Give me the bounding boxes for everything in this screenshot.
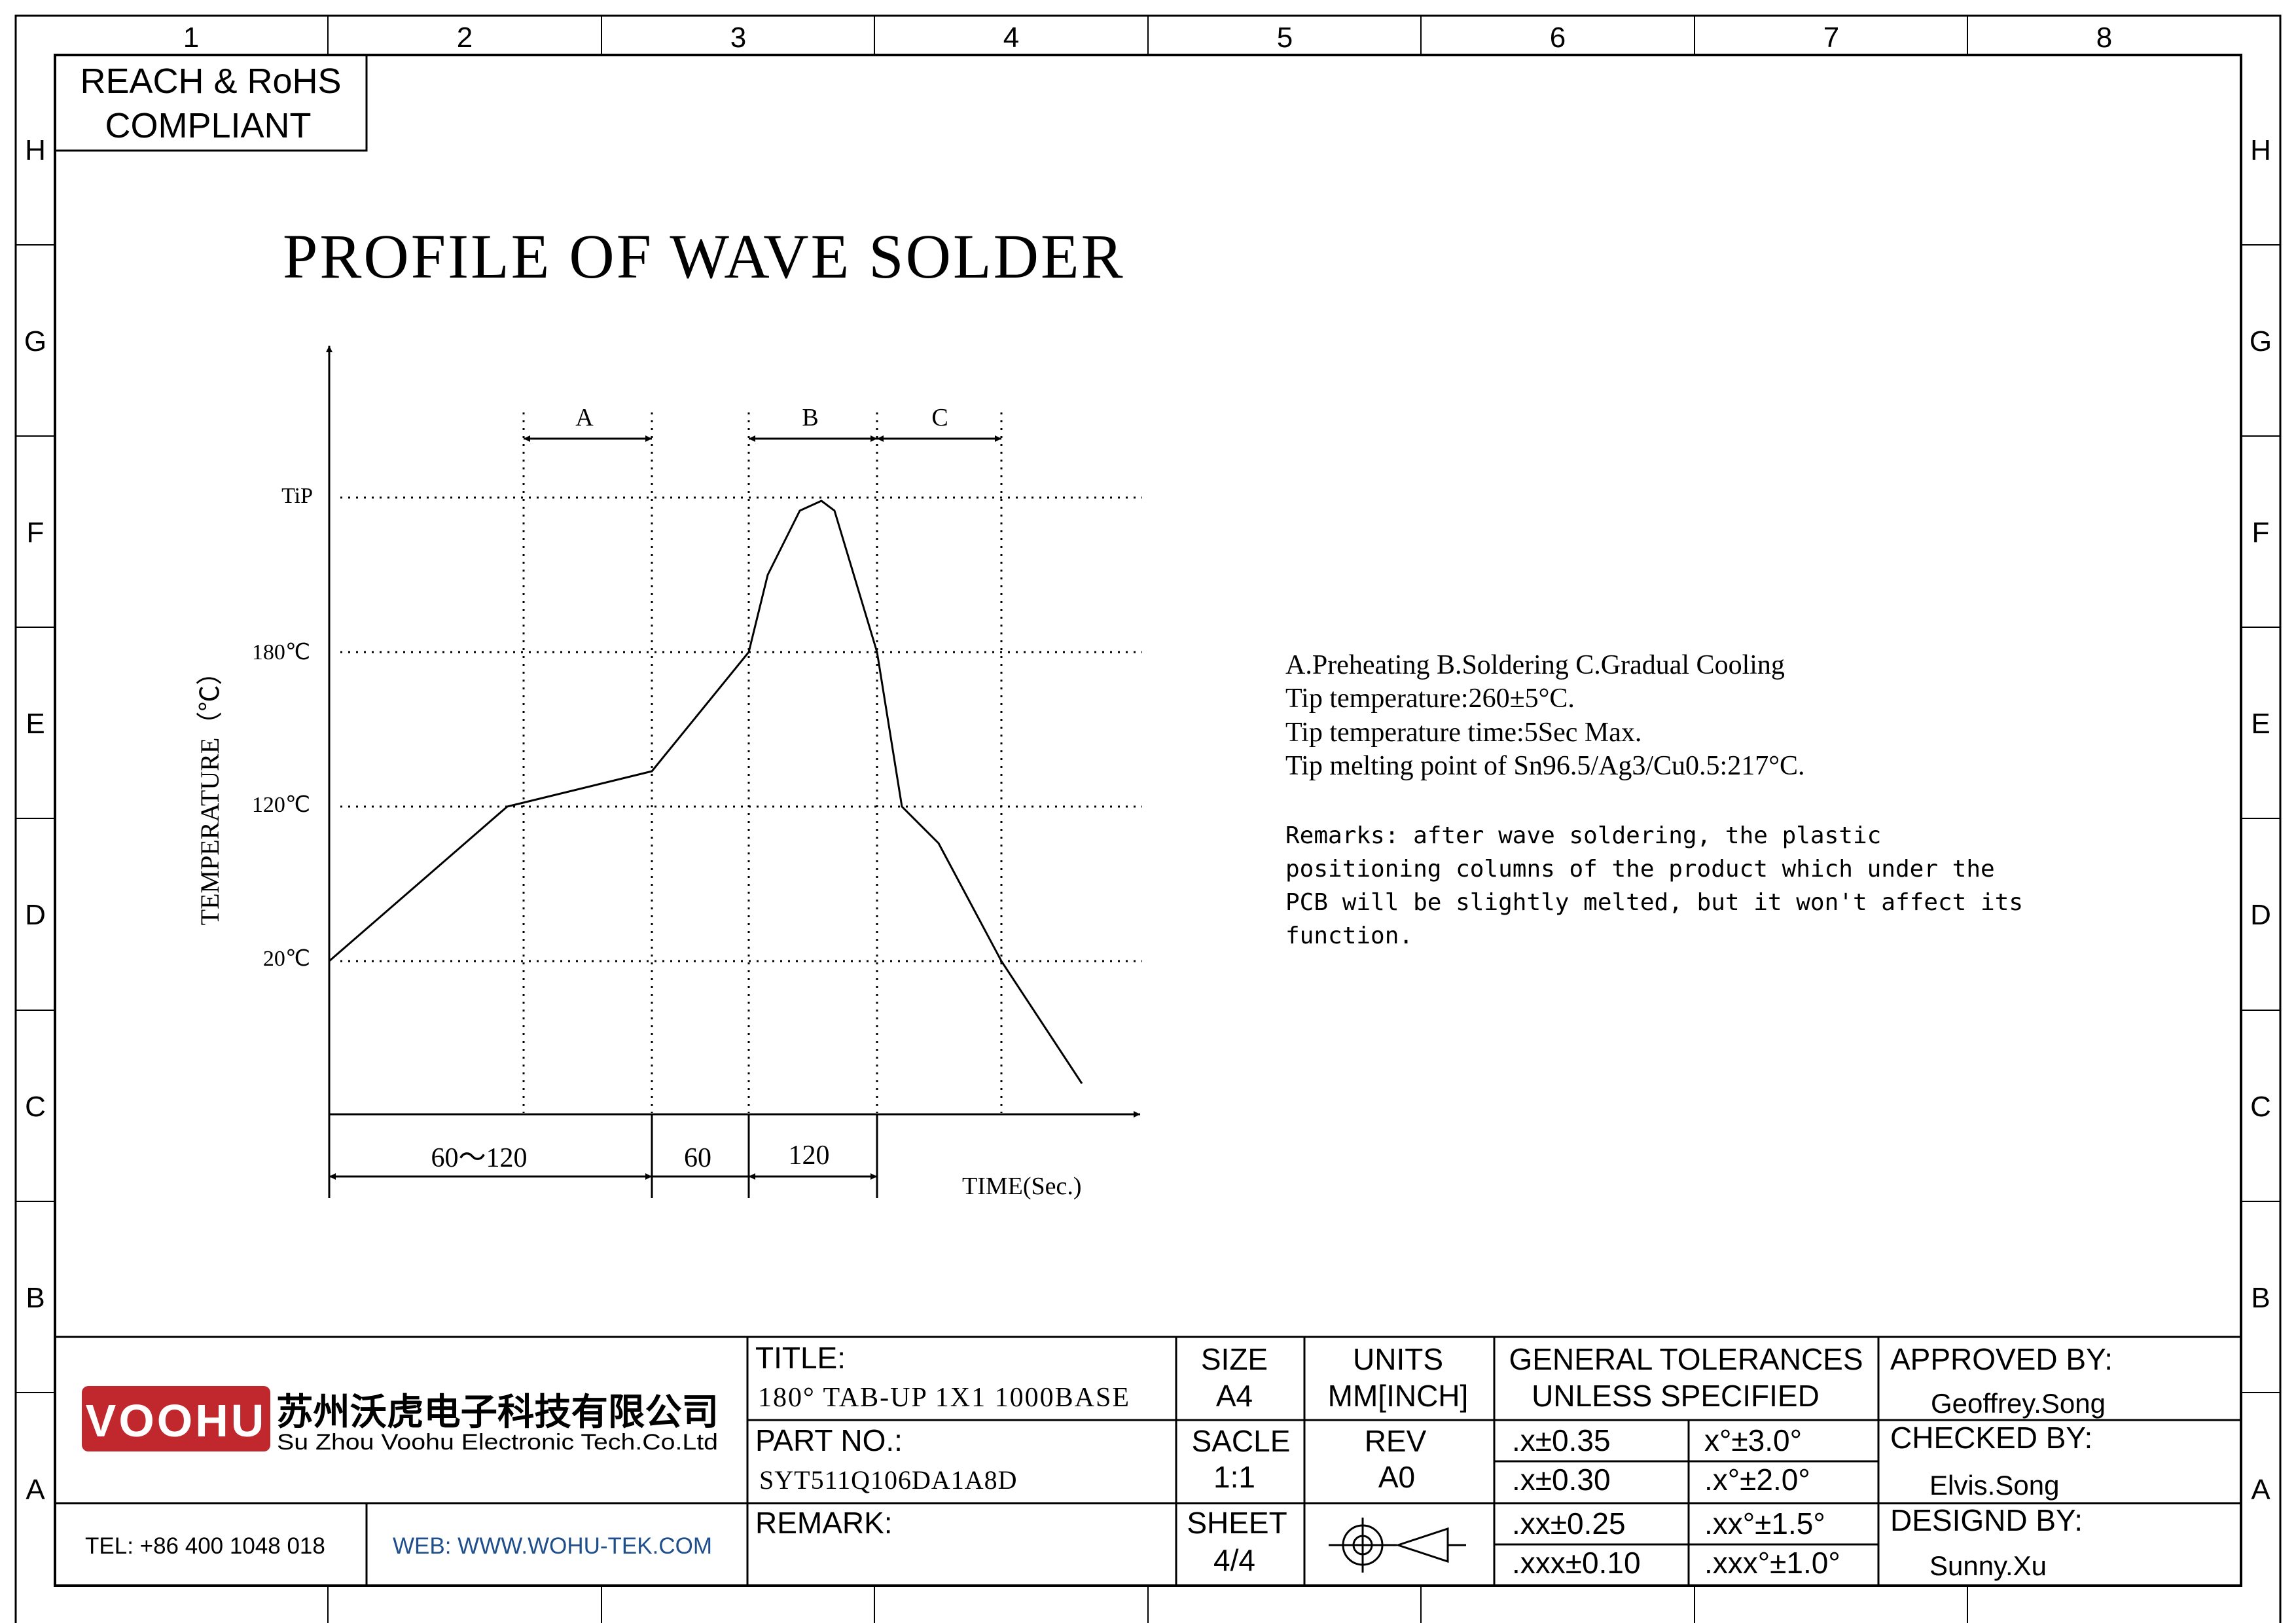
row-label: C	[2250, 1091, 2271, 1123]
scale-label: SACLE	[1192, 1424, 1291, 1458]
y-axis-title: TEMPERATURE（℃）	[195, 659, 224, 926]
row-label: G	[24, 325, 46, 357]
row-label: C	[25, 1091, 46, 1123]
designed-by-value: Sunny.Xu	[1929, 1550, 2047, 1581]
temperature-profile-line	[329, 500, 1083, 1084]
row-label: E	[2251, 708, 2270, 740]
column-label: 5	[1277, 22, 1293, 54]
remark-line: PCB will be slightly melted, but it won'…	[1285, 889, 2023, 916]
checked-by-label: CHECKED BY:	[1890, 1421, 2092, 1455]
compliance-box	[54, 54, 368, 152]
remark-line: Remarks: after wave soldering, the plast…	[1285, 822, 1881, 849]
checked-by-value: Elvis.Song	[1929, 1470, 2059, 1501]
zone-label-b: B	[802, 404, 818, 431]
zone-label-a: A	[575, 404, 594, 431]
y-tick-label: TiP	[281, 484, 313, 508]
duration-label: 60～120	[431, 1143, 527, 1173]
row-label: A	[26, 1474, 45, 1506]
part-no-label: PART NO.:	[755, 1423, 903, 1457]
row-label: B	[26, 1282, 45, 1314]
part-no-value: SYT511Q106DA1A8D	[759, 1465, 1018, 1495]
row-label: E	[26, 708, 45, 740]
tolerance-angular: .x°±2.0°	[1704, 1463, 1810, 1497]
row-label: A	[2251, 1474, 2270, 1506]
note-line: Tip temperature:260±5°C.	[1285, 684, 1575, 714]
compliance-line-2: COMPLIANT	[105, 106, 311, 145]
size-label: SIZE	[1201, 1342, 1268, 1376]
column-label: 3	[730, 22, 746, 54]
tolerance-linear: .xxx±0.10	[1512, 1546, 1641, 1580]
row-label: F	[2252, 517, 2270, 549]
tolerance-title: UNLESS SPECIFIED	[1532, 1379, 1820, 1413]
company-name-cn: 苏州沃虎电子科技有限公司	[276, 1391, 719, 1434]
telephone: TEL: +86 400 1048 018	[85, 1533, 325, 1559]
remark-line: positioning columns of the product which…	[1285, 856, 1995, 883]
y-tick-label: 120℃	[252, 793, 310, 817]
column-dividers	[327, 16, 1968, 1623]
duration-label: 120	[789, 1140, 830, 1171]
row-label: B	[2251, 1282, 2270, 1314]
rev-value: A0	[1378, 1460, 1415, 1494]
note-line: A.Preheating B.Soldering C.Gradual Cooli…	[1285, 650, 1785, 680]
zone-label-c: C	[931, 404, 948, 431]
title-label: TITLE:	[755, 1341, 846, 1375]
row-label: D	[2250, 899, 2271, 931]
company-name-en: Su Zhou Voohu Electronic Tech.Co.Ltd	[277, 1430, 718, 1455]
duration-label: 60	[684, 1143, 711, 1173]
units-value: MM[INCH]	[1328, 1379, 1469, 1413]
y-tick-label: 180℃	[252, 640, 310, 665]
rev-label: REV	[1365, 1424, 1427, 1458]
tolerance-angular: x°±3.0°	[1704, 1423, 1802, 1457]
note-line: Tip melting point of Sn96.5/Ag3/Cu0.5:21…	[1285, 751, 1805, 781]
column-label: 1	[183, 22, 199, 54]
x-axis-title: TIME(Sec.)	[962, 1173, 1082, 1200]
column-label: 6	[1550, 22, 1566, 54]
tolerance-title: GENERAL TOLERANCES	[1509, 1342, 1863, 1376]
row-label: D	[25, 899, 46, 931]
drawing-title: PROFILE OF WAVE SOLDER	[283, 221, 1125, 291]
sheet-value: 4/4	[1213, 1543, 1255, 1577]
size-value: A4	[1216, 1379, 1253, 1413]
approved-by-label: APPROVED BY:	[1890, 1342, 2113, 1376]
column-label: 4	[1003, 22, 1019, 54]
designed-by-label: DESIGND BY:	[1890, 1503, 2083, 1537]
column-label: 8	[2096, 22, 2112, 54]
wave-solder-chart: TiP 180℃ 120℃ 20℃ TEMPERATURE（℃） A B C 6…	[195, 346, 1142, 1200]
note-line: Tip temperature time:5Sec Max.	[1285, 718, 1641, 748]
tolerance-linear: .xx±0.25	[1512, 1506, 1626, 1541]
company-logo	[82, 1386, 270, 1451]
projection-symbol-icon	[1329, 1518, 1466, 1573]
remark-label: REMARK:	[755, 1506, 893, 1540]
y-tick-label: 20℃	[263, 947, 310, 971]
approved-by-value: Geoffrey.Song	[1931, 1388, 2106, 1419]
row-label: H	[2250, 134, 2271, 166]
row-label: H	[25, 134, 46, 166]
title-block	[55, 1336, 2241, 1586]
tolerance-angular: .xxx°±1.0°	[1704, 1546, 1840, 1580]
row-label: F	[27, 517, 45, 549]
column-label: 2	[457, 22, 473, 54]
column-label: 7	[1823, 22, 1839, 54]
sheet-label: SHEET	[1187, 1506, 1287, 1540]
remark-line: function.	[1285, 922, 1413, 949]
tolerance-linear: .x±0.30	[1512, 1463, 1611, 1497]
logo-text: VOOHU	[86, 1395, 267, 1446]
row-label: G	[2250, 325, 2272, 357]
compliance-line-1: REACH & RoHS	[80, 62, 341, 101]
units-label: UNITS	[1353, 1342, 1443, 1376]
scale-value: 1:1	[1213, 1460, 1255, 1494]
tolerance-angular: .xx°±1.5°	[1704, 1506, 1825, 1541]
website-link[interactable]: WEB: WWW.WOHU-TEK.COM	[393, 1533, 712, 1559]
title-value: 180° TAB-UP 1X1 1000BASE	[758, 1383, 1130, 1413]
row-dividers	[16, 244, 2280, 1393]
tolerance-linear: .x±0.35	[1512, 1423, 1611, 1457]
